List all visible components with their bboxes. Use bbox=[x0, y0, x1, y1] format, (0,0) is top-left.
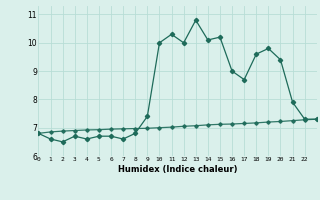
X-axis label: Humidex (Indice chaleur): Humidex (Indice chaleur) bbox=[118, 165, 237, 174]
